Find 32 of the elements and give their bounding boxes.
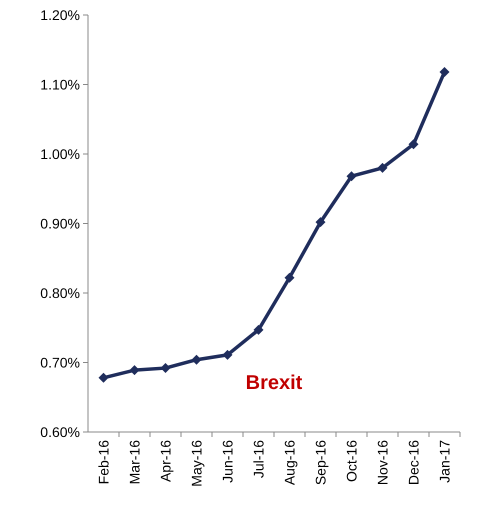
x-tick-label: Jun-16	[219, 440, 236, 483]
point	[346, 171, 356, 182]
point	[222, 350, 232, 360]
y-tick-label: 1.00%	[40, 146, 80, 162]
x-tick-label: Jan-17	[436, 440, 452, 483]
x-tick-label: Mar-16	[126, 440, 142, 484]
x-tick-label: Sep-16	[312, 440, 328, 486]
y-tick-label: 0.60%	[40, 424, 80, 440]
point	[130, 365, 140, 376]
annotation: Brexit	[246, 372, 303, 394]
y-tick-label: 0.80%	[40, 284, 80, 301]
y-tick-label: 0.90%	[40, 215, 80, 232]
point	[192, 354, 202, 365]
point	[316, 217, 326, 228]
point	[160, 363, 170, 374]
x-tick-label: Aug-16	[281, 440, 298, 486]
x-tick-label: Dec-16	[405, 440, 422, 486]
y-tick-label: 0.70%	[40, 354, 80, 370]
x-tick-label: Feb-16	[95, 440, 112, 484]
point	[378, 162, 388, 173]
y-tick-label: 1.10%	[40, 76, 80, 92]
point	[440, 66, 450, 77]
x-tick-label: Jul-16	[250, 440, 266, 478]
point	[408, 139, 418, 150]
point	[98, 372, 108, 383]
x-tick-label: May-16	[188, 440, 204, 487]
x-tick-label: Oct-16	[343, 440, 360, 482]
point	[254, 324, 264, 335]
x-tick-label: Apr-16	[157, 440, 174, 482]
x-tick-label: Nov-16	[374, 440, 390, 486]
y-tick-label: 1.20%	[40, 6, 80, 23]
point	[284, 272, 294, 283]
